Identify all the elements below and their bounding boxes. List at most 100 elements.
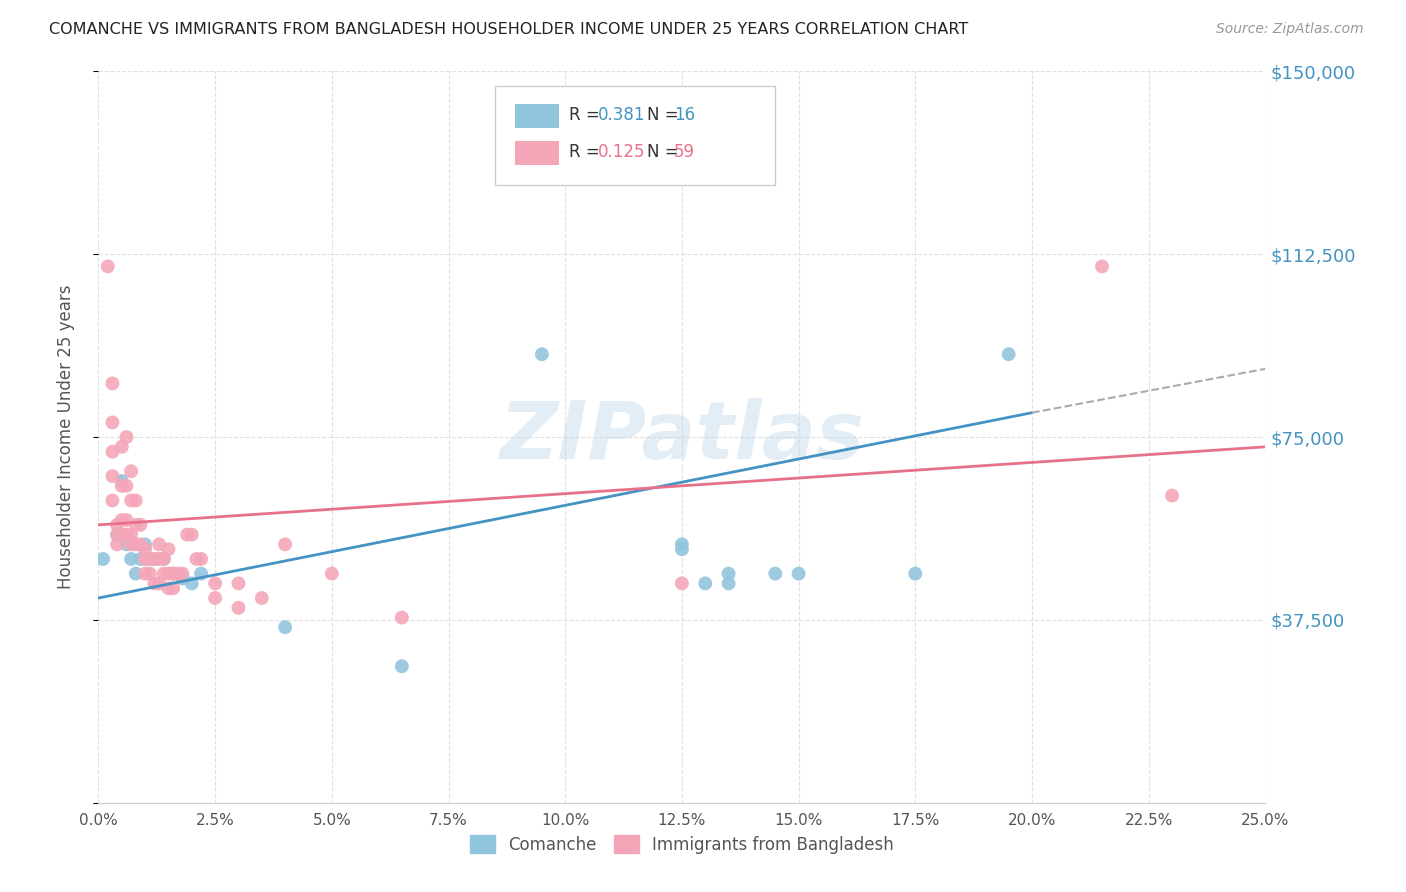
Point: [101, 469, 124, 483]
Point: [228, 576, 250, 591]
Point: [111, 513, 134, 527]
Point: [228, 600, 250, 615]
Point: [115, 513, 138, 527]
Point: [125, 517, 148, 532]
Point: [787, 566, 810, 581]
Point: [321, 566, 343, 581]
Point: [139, 552, 162, 566]
Y-axis label: Householder Income Under 25 years: Householder Income Under 25 years: [56, 285, 75, 590]
FancyBboxPatch shape: [515, 104, 560, 128]
Point: [148, 576, 170, 591]
Point: [695, 576, 717, 591]
Point: [391, 610, 413, 624]
Point: [717, 566, 740, 581]
Text: COMANCHE VS IMMIGRANTS FROM BANGLADESH HOUSEHOLDER INCOME UNDER 25 YEARS CORRELA: COMANCHE VS IMMIGRANTS FROM BANGLADESH H…: [49, 22, 969, 37]
Text: Source: ZipAtlas.com: Source: ZipAtlas.com: [1216, 22, 1364, 37]
Point: [148, 537, 170, 551]
Point: [1091, 260, 1114, 274]
Point: [134, 537, 156, 551]
Point: [391, 659, 413, 673]
Point: [162, 566, 184, 581]
Point: [717, 576, 740, 591]
Point: [530, 347, 553, 361]
Point: [172, 572, 194, 586]
Point: [91, 552, 114, 566]
Text: 16: 16: [673, 106, 695, 124]
Point: [162, 566, 184, 581]
Point: [120, 493, 142, 508]
Point: [152, 552, 174, 566]
Point: [105, 527, 128, 541]
Point: [250, 591, 273, 605]
Point: [204, 591, 226, 605]
Point: [120, 527, 142, 541]
FancyBboxPatch shape: [515, 141, 560, 165]
Point: [101, 493, 124, 508]
Point: [671, 542, 693, 557]
Legend: Comanche, Immigrants from Bangladesh: Comanche, Immigrants from Bangladesh: [464, 829, 900, 860]
Point: [105, 517, 128, 532]
Point: [274, 620, 297, 634]
Point: [204, 576, 226, 591]
Point: [129, 552, 152, 566]
Text: N =: N =: [647, 143, 683, 161]
Point: [115, 430, 138, 444]
Text: R =: R =: [568, 143, 605, 161]
Point: [157, 542, 180, 557]
Point: [120, 552, 142, 566]
Point: [115, 537, 138, 551]
Text: 0.381: 0.381: [598, 106, 645, 124]
Point: [125, 537, 148, 551]
Point: [180, 576, 202, 591]
Point: [105, 527, 128, 541]
Point: [101, 376, 124, 391]
Point: [134, 566, 156, 581]
Point: [105, 537, 128, 551]
Point: [671, 537, 693, 551]
Point: [139, 552, 162, 566]
Point: [162, 581, 184, 595]
Point: [186, 552, 208, 566]
Point: [143, 552, 166, 566]
Point: [180, 527, 202, 541]
FancyBboxPatch shape: [495, 86, 775, 185]
Point: [125, 566, 148, 581]
Point: [139, 566, 162, 581]
Point: [111, 527, 134, 541]
Point: [1161, 489, 1184, 503]
Point: [152, 552, 174, 566]
Point: [172, 566, 194, 581]
Point: [111, 440, 134, 454]
Text: N =: N =: [647, 106, 683, 124]
Text: ZIPatlas: ZIPatlas: [499, 398, 865, 476]
Point: [157, 581, 180, 595]
Point: [152, 566, 174, 581]
Point: [111, 474, 134, 488]
Point: [671, 576, 693, 591]
Point: [129, 517, 152, 532]
Point: [143, 552, 166, 566]
Point: [115, 527, 138, 541]
Point: [190, 552, 212, 566]
Point: [157, 566, 180, 581]
Point: [125, 493, 148, 508]
Text: R =: R =: [568, 106, 605, 124]
Point: [97, 260, 120, 274]
Point: [129, 537, 152, 551]
Point: [148, 552, 170, 566]
Text: 0.125: 0.125: [598, 143, 645, 161]
Point: [120, 537, 142, 551]
Point: [176, 527, 198, 541]
Point: [763, 566, 786, 581]
Point: [115, 479, 138, 493]
Point: [904, 566, 927, 581]
Point: [190, 566, 212, 581]
Point: [997, 347, 1019, 361]
Point: [111, 479, 134, 493]
Point: [101, 444, 124, 458]
Text: 59: 59: [673, 143, 695, 161]
Point: [143, 576, 166, 591]
Point: [166, 566, 188, 581]
Point: [101, 416, 124, 430]
Point: [274, 537, 297, 551]
